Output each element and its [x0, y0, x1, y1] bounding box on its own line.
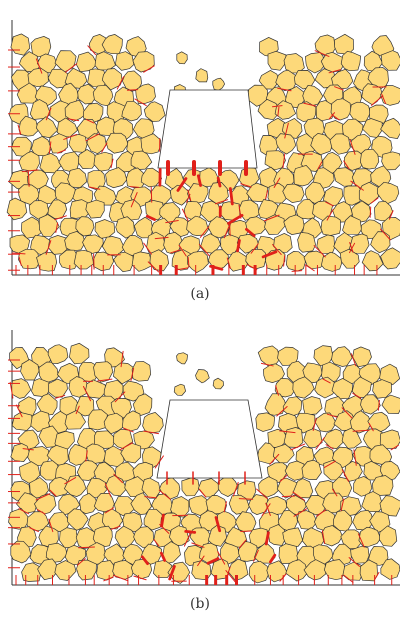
particle	[18, 249, 39, 269]
particle	[196, 370, 210, 383]
particle	[132, 252, 152, 272]
particle	[131, 151, 152, 170]
contact-force	[151, 187, 152, 202]
particle	[256, 413, 275, 432]
particle	[332, 347, 353, 367]
particle	[143, 412, 164, 432]
particle	[69, 134, 87, 152]
panel-a	[7, 20, 400, 275]
particle	[198, 479, 220, 498]
particle	[182, 478, 200, 496]
particle	[196, 69, 208, 82]
particle	[177, 52, 188, 64]
particle	[48, 345, 68, 364]
particle	[11, 34, 30, 55]
cavity	[157, 400, 262, 478]
contact-force	[127, 90, 137, 91]
particle	[184, 202, 203, 220]
particle	[303, 397, 323, 416]
particle	[381, 51, 400, 71]
particle	[321, 252, 341, 271]
contact-force	[79, 547, 95, 548]
figure: (a) (b)	[0, 0, 400, 618]
particle	[177, 353, 188, 364]
particle	[285, 461, 304, 480]
particle	[87, 134, 106, 154]
panel-label: (b)	[190, 596, 210, 612]
particle	[213, 378, 224, 389]
particle	[267, 561, 287, 582]
contact-force	[186, 531, 195, 532]
particle	[59, 152, 79, 172]
particle	[95, 220, 115, 239]
contact-force	[162, 515, 164, 526]
particle	[74, 250, 94, 269]
page: (a) (b) (() => { const data = JSON.parse…	[0, 0, 400, 618]
particle	[21, 217, 41, 238]
particle	[265, 394, 286, 416]
particle	[11, 444, 30, 462]
particle	[187, 251, 208, 273]
contact-force	[238, 241, 240, 251]
contact-force	[241, 531, 252, 532]
particle	[298, 232, 316, 252]
contact-force	[239, 499, 252, 500]
particle	[68, 168, 87, 187]
particle	[31, 36, 51, 57]
particle	[12, 412, 33, 430]
particle	[283, 184, 305, 203]
particle	[284, 427, 303, 447]
particle	[236, 512, 257, 532]
particle	[86, 380, 107, 399]
particle	[40, 153, 61, 173]
panel-b	[8, 330, 400, 585]
particle	[341, 51, 361, 71]
particle	[259, 477, 279, 498]
particle	[132, 362, 151, 382]
particle	[134, 217, 152, 238]
particle	[331, 99, 351, 120]
cavity	[158, 90, 257, 168]
particle	[218, 476, 238, 497]
particle	[213, 78, 225, 90]
particle	[265, 151, 286, 170]
contact-force	[282, 496, 294, 497]
particle	[382, 395, 400, 413]
particle	[334, 168, 355, 187]
particle	[330, 134, 350, 155]
particle	[36, 117, 57, 138]
particle	[373, 380, 392, 399]
particle	[381, 86, 400, 106]
particle	[60, 528, 78, 548]
particle	[334, 34, 353, 54]
particle	[144, 102, 165, 122]
particle	[362, 251, 383, 271]
particle	[94, 152, 112, 171]
particle	[377, 182, 398, 204]
particle	[174, 384, 185, 395]
particle	[372, 476, 393, 496]
particle	[95, 52, 116, 70]
panel-label: (a)	[190, 286, 209, 302]
contact-force	[28, 172, 29, 186]
contact-force	[292, 271, 302, 272]
particle	[106, 133, 128, 153]
particle	[268, 51, 286, 70]
particle	[88, 410, 107, 430]
contact-force	[218, 178, 220, 186]
contact-force	[230, 189, 232, 204]
contact-force	[370, 207, 371, 217]
particle	[12, 379, 31, 399]
particle	[360, 149, 379, 169]
particle	[286, 251, 305, 271]
particle	[69, 343, 89, 364]
particle	[86, 200, 105, 218]
particle	[249, 561, 269, 583]
